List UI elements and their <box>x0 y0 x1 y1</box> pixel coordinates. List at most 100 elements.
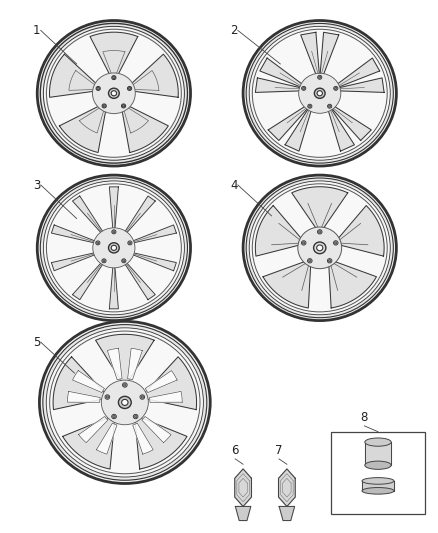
Polygon shape <box>255 78 307 92</box>
Ellipse shape <box>112 414 117 419</box>
Text: 3: 3 <box>33 179 40 191</box>
Text: 7: 7 <box>275 444 283 457</box>
Ellipse shape <box>335 242 337 244</box>
Ellipse shape <box>362 488 394 494</box>
Ellipse shape <box>246 23 393 163</box>
Polygon shape <box>292 187 348 229</box>
Ellipse shape <box>328 104 332 108</box>
Polygon shape <box>78 416 108 443</box>
Polygon shape <box>127 54 178 98</box>
Polygon shape <box>95 334 154 382</box>
Polygon shape <box>127 252 177 271</box>
Ellipse shape <box>122 105 125 107</box>
Ellipse shape <box>334 86 338 90</box>
Polygon shape <box>362 481 394 491</box>
Polygon shape <box>255 206 302 256</box>
Ellipse shape <box>307 259 312 263</box>
Ellipse shape <box>140 395 145 399</box>
Ellipse shape <box>96 86 100 91</box>
Polygon shape <box>51 225 101 244</box>
Ellipse shape <box>97 242 99 244</box>
Ellipse shape <box>317 91 322 96</box>
Polygon shape <box>337 206 384 256</box>
Ellipse shape <box>309 260 311 262</box>
Ellipse shape <box>328 260 331 262</box>
Polygon shape <box>235 506 251 521</box>
Ellipse shape <box>102 104 106 108</box>
Ellipse shape <box>46 328 203 477</box>
Polygon shape <box>135 417 187 469</box>
Ellipse shape <box>365 438 391 446</box>
Ellipse shape <box>314 88 325 99</box>
Ellipse shape <box>327 259 332 263</box>
Ellipse shape <box>102 259 106 263</box>
Ellipse shape <box>122 259 126 263</box>
Polygon shape <box>268 103 312 141</box>
Polygon shape <box>279 469 295 506</box>
Polygon shape <box>285 104 313 151</box>
Polygon shape <box>329 261 377 308</box>
Ellipse shape <box>365 461 391 470</box>
Ellipse shape <box>123 383 127 387</box>
Ellipse shape <box>303 87 305 90</box>
Ellipse shape <box>302 86 306 90</box>
Ellipse shape <box>46 184 181 312</box>
Ellipse shape <box>101 380 148 425</box>
Polygon shape <box>127 348 142 379</box>
Polygon shape <box>121 258 155 300</box>
Ellipse shape <box>128 87 131 90</box>
Ellipse shape <box>103 105 106 107</box>
Polygon shape <box>110 261 118 309</box>
Polygon shape <box>263 261 311 308</box>
Polygon shape <box>72 258 106 300</box>
Polygon shape <box>53 357 105 409</box>
Polygon shape <box>60 104 106 152</box>
Polygon shape <box>301 33 320 80</box>
Polygon shape <box>49 54 100 98</box>
Ellipse shape <box>37 21 191 166</box>
Ellipse shape <box>243 175 396 320</box>
Ellipse shape <box>127 86 132 91</box>
Ellipse shape <box>128 241 132 245</box>
Ellipse shape <box>134 415 137 418</box>
Ellipse shape <box>298 227 342 269</box>
Text: 8: 8 <box>361 411 368 424</box>
Ellipse shape <box>249 26 390 160</box>
Ellipse shape <box>37 175 191 320</box>
Text: 4: 4 <box>230 179 237 191</box>
Polygon shape <box>96 423 117 454</box>
Ellipse shape <box>111 91 117 96</box>
Ellipse shape <box>49 331 200 474</box>
Ellipse shape <box>121 104 126 108</box>
Polygon shape <box>279 506 295 521</box>
Polygon shape <box>332 58 380 90</box>
Ellipse shape <box>43 181 184 315</box>
Polygon shape <box>72 196 106 238</box>
Polygon shape <box>260 58 307 90</box>
Polygon shape <box>133 423 153 454</box>
Ellipse shape <box>133 414 138 419</box>
Ellipse shape <box>112 76 116 79</box>
Polygon shape <box>63 417 115 469</box>
Text: 2: 2 <box>230 24 237 37</box>
Polygon shape <box>121 104 168 152</box>
Ellipse shape <box>318 231 321 233</box>
Ellipse shape <box>39 321 210 483</box>
Ellipse shape <box>333 241 338 245</box>
Ellipse shape <box>97 87 99 90</box>
Polygon shape <box>51 252 101 271</box>
Polygon shape <box>328 103 371 141</box>
Ellipse shape <box>113 231 115 233</box>
Polygon shape <box>121 196 155 238</box>
Polygon shape <box>110 187 118 235</box>
Ellipse shape <box>103 260 105 262</box>
Ellipse shape <box>109 243 119 253</box>
Ellipse shape <box>309 105 311 107</box>
Polygon shape <box>127 225 177 244</box>
Ellipse shape <box>335 87 337 90</box>
Polygon shape <box>142 416 171 443</box>
Polygon shape <box>67 391 100 402</box>
Ellipse shape <box>43 325 207 480</box>
Polygon shape <box>320 33 339 80</box>
Polygon shape <box>333 78 384 92</box>
